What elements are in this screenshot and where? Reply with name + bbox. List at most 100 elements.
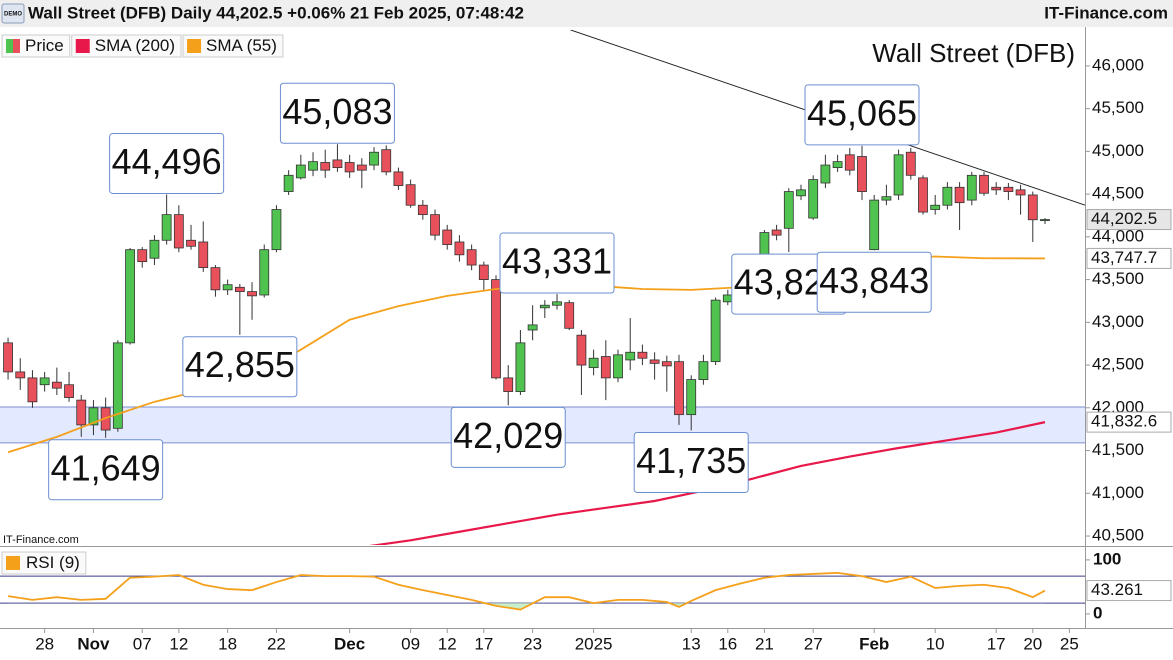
candle-body	[674, 361, 684, 416]
y-tick-label: 40,500	[1092, 526, 1144, 545]
last-value-box	[1086, 247, 1172, 269]
annotation-label: 41,649	[51, 447, 161, 488]
candle-body	[137, 249, 148, 263]
candle-body	[186, 239, 196, 247]
candle-body	[234, 286, 245, 292]
x-tick-label: Feb	[859, 634, 889, 653]
candle-body	[1015, 189, 1026, 196]
x-tick-label: 10	[926, 634, 945, 653]
candle-body	[454, 241, 465, 256]
y-tick-label: 46,000	[1092, 55, 1144, 74]
candle-body	[527, 324, 538, 331]
candle-body	[210, 267, 221, 291]
candle-body	[478, 264, 489, 280]
candle-body	[942, 186, 953, 206]
candle-body	[539, 304, 550, 309]
candle-body	[259, 249, 270, 296]
x-tick-label: 12	[438, 634, 457, 653]
candle-body	[332, 159, 343, 169]
candle-body	[808, 179, 819, 219]
candle-body	[832, 161, 843, 169]
y-tick-label: 43,000	[1092, 312, 1144, 331]
annotation-box	[499, 232, 615, 294]
logo-text: DEMO	[4, 12, 22, 18]
annotation-box	[450, 406, 566, 468]
annotation-label: 42,029	[453, 415, 563, 456]
annotation-label: 43,843	[819, 260, 929, 301]
rsi-plot	[0, 571, 1085, 611]
candle-body	[796, 189, 806, 197]
legend-swatch	[6, 39, 13, 53]
candle-body	[417, 204, 428, 216]
candle-body	[3, 342, 13, 373]
y-tick-label: 45,500	[1092, 98, 1144, 117]
legend-label: SMA (200)	[95, 36, 175, 55]
candle-body	[710, 299, 721, 363]
candle-body	[881, 196, 892, 201]
x-tick-label: 17	[987, 634, 1006, 653]
legend-box	[182, 34, 284, 58]
candle-body	[637, 351, 648, 359]
oversold-area	[8, 603, 1045, 610]
candle-body	[649, 359, 660, 364]
candle-body	[15, 371, 26, 379]
rsi-line	[7, 571, 1046, 611]
y-tick-label: 45,000	[1092, 141, 1144, 160]
candle-body	[918, 177, 928, 213]
candle-body	[39, 377, 50, 386]
x-tick-label: 20	[1023, 634, 1042, 653]
annotation-label: 41,735	[636, 440, 746, 481]
annotation-box	[109, 132, 225, 194]
legend-swatch	[75, 39, 90, 53]
watermark: Wall Street (DFB)	[872, 38, 1075, 68]
candle-body	[1003, 186, 1014, 192]
candle-body	[722, 294, 733, 303]
x-tick-label: 17	[474, 634, 493, 653]
candle-body	[771, 229, 782, 236]
source-note: IT-Finance.com	[3, 534, 79, 546]
x-tick-label: 2025	[575, 634, 613, 653]
candle-body	[222, 284, 233, 291]
candle-body	[991, 186, 1002, 191]
candle-body	[820, 164, 831, 184]
annotation-box	[816, 251, 932, 313]
x-tick-label: 13	[682, 634, 701, 653]
candle-body	[613, 354, 623, 379]
candle-body	[161, 214, 172, 241]
candle-body	[393, 171, 404, 186]
candle-body	[625, 351, 636, 361]
candle-body	[430, 214, 440, 236]
candle-body	[576, 334, 587, 366]
annotation-box	[804, 84, 920, 146]
y-tick-label: 44,500	[1092, 184, 1144, 203]
annotation-label: 45,083	[282, 91, 392, 132]
legend-label: RSI (9)	[26, 553, 80, 572]
candle-body	[344, 162, 355, 173]
candle-body	[966, 174, 977, 201]
candle-body	[661, 361, 672, 367]
candle-body	[320, 162, 331, 171]
candle-body	[954, 186, 965, 204]
candle-body	[381, 149, 392, 173]
candle-body	[88, 407, 99, 426]
candle-body	[600, 356, 611, 379]
legend-box	[71, 34, 182, 58]
annotation-box	[182, 336, 298, 398]
candle-body	[698, 361, 709, 381]
y-tick-label: 42,000	[1092, 397, 1144, 416]
rsi-y-tick-label: 100	[1093, 549, 1121, 568]
candle-body	[369, 151, 379, 166]
last-value-label: 44,202.5	[1091, 209, 1157, 228]
last-value-label: 43.261	[1091, 580, 1143, 599]
rsi-y-tick-label: 0	[1093, 603, 1102, 622]
last-value-box	[1086, 209, 1172, 231]
candle-body	[844, 154, 855, 171]
x-tick-label: Nov	[77, 634, 110, 653]
last-value-label: 41,832.6	[1091, 412, 1157, 431]
candle-body	[857, 156, 867, 192]
candle-body	[405, 184, 416, 206]
candle-body	[198, 241, 209, 269]
candle-body	[564, 302, 575, 329]
legend-label: Price	[25, 36, 64, 55]
